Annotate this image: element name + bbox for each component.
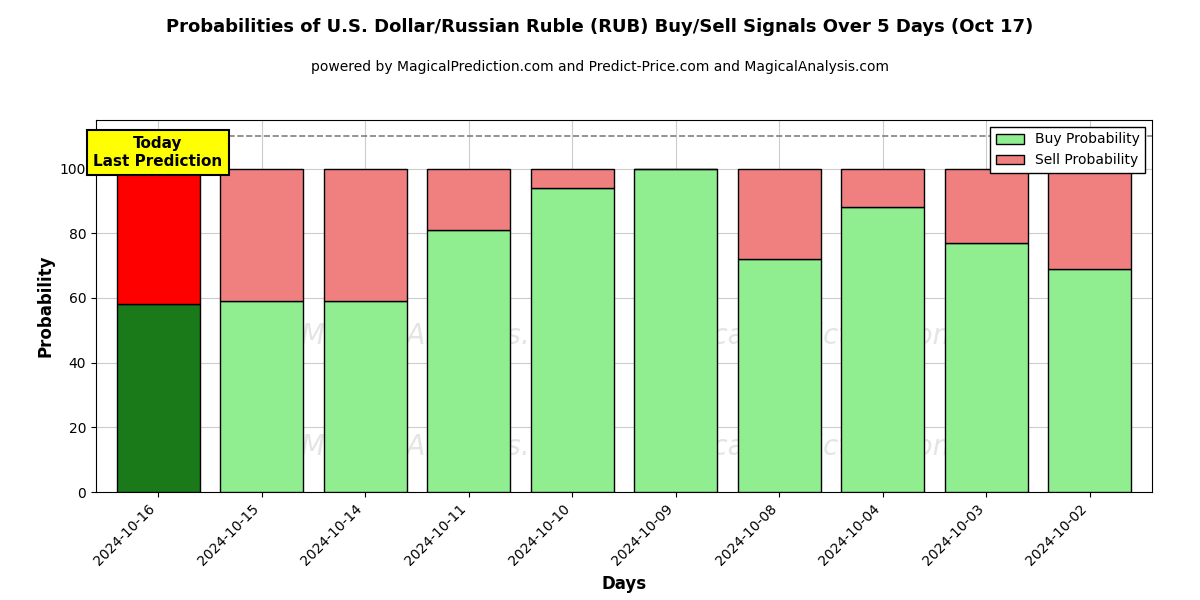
Y-axis label: Probability: Probability xyxy=(36,255,54,357)
X-axis label: Days: Days xyxy=(601,575,647,593)
Text: Probabilities of U.S. Dollar/Russian Ruble (RUB) Buy/Sell Signals Over 5 Days (O: Probabilities of U.S. Dollar/Russian Rub… xyxy=(167,18,1033,36)
Bar xyxy=(1049,169,1132,269)
Text: MagicalPrediction.com: MagicalPrediction.com xyxy=(647,322,960,350)
Bar xyxy=(530,188,613,492)
Bar xyxy=(841,208,924,492)
Text: Today
Last Prediction: Today Last Prediction xyxy=(94,136,223,169)
Bar xyxy=(427,230,510,492)
Text: MagicalPrediction.com: MagicalPrediction.com xyxy=(647,433,960,461)
Text: powered by MagicalPrediction.com and Predict-Price.com and MagicalAnalysis.com: powered by MagicalPrediction.com and Pre… xyxy=(311,60,889,74)
Legend: Buy Probability, Sell Probability: Buy Probability, Sell Probability xyxy=(990,127,1145,173)
Bar xyxy=(221,169,304,301)
Bar xyxy=(738,169,821,259)
Bar xyxy=(1049,269,1132,492)
Bar xyxy=(324,301,407,492)
Bar xyxy=(841,169,924,208)
Bar xyxy=(116,169,199,304)
Bar xyxy=(944,169,1027,243)
Bar xyxy=(116,304,199,492)
Bar xyxy=(738,259,821,492)
Text: MagicalAnalysis.com: MagicalAnalysis.com xyxy=(300,322,589,350)
Bar xyxy=(221,301,304,492)
Bar xyxy=(944,243,1027,492)
Text: MagicalAnalysis.com: MagicalAnalysis.com xyxy=(300,433,589,461)
Bar xyxy=(530,169,613,188)
Bar xyxy=(427,169,510,230)
Bar xyxy=(324,169,407,301)
Bar xyxy=(635,169,718,492)
